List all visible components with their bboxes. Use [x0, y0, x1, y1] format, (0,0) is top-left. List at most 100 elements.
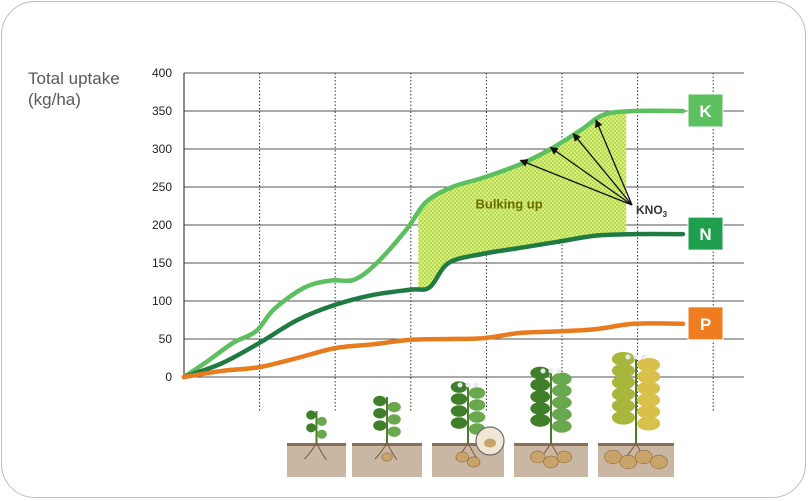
y-tick-label: 350	[152, 104, 172, 118]
badge-K	[687, 93, 724, 128]
leaf	[530, 402, 551, 415]
tuber	[604, 449, 622, 465]
soil-surface	[287, 443, 346, 446]
badge-N	[687, 216, 724, 251]
series-line-K	[181, 108, 686, 380]
y-axis-label-line-2: (kg/ha)	[28, 90, 81, 109]
y-tick-label: 200	[152, 218, 172, 232]
y-tick-label: 0	[165, 370, 172, 384]
bulking-up-fill	[418, 111, 627, 289]
leaf	[316, 429, 327, 439]
flower	[548, 368, 554, 374]
leaf	[306, 423, 317, 433]
leaf	[306, 410, 317, 420]
leaf	[373, 395, 387, 407]
growth-stage-illustrations	[287, 352, 674, 477]
soil	[287, 443, 346, 477]
soil-surface	[432, 443, 504, 446]
leaf	[468, 411, 486, 423]
kno3-arrow-2	[549, 146, 633, 206]
kno3-annotation: KNO3	[519, 119, 668, 219]
soil-surface	[352, 443, 422, 446]
leaf	[450, 393, 468, 405]
leaf	[316, 416, 327, 426]
magnifier-illustration	[475, 426, 505, 456]
y-tick-label: 300	[152, 142, 172, 156]
soil-surface	[598, 443, 674, 446]
flower	[641, 354, 647, 360]
leaf	[530, 366, 551, 380]
soil-surface	[514, 443, 588, 446]
badge-P	[687, 306, 724, 341]
leaf	[637, 381, 661, 396]
stage-illustration-3	[352, 395, 422, 477]
y-tick-label: 400	[152, 66, 172, 80]
leaf	[551, 372, 572, 386]
leaf	[551, 384, 572, 398]
leaf	[551, 396, 572, 409]
y-axis-label: Total uptake (kg/ha)	[28, 68, 120, 110]
series-badges: K N P	[687, 93, 724, 341]
badge-label-K: K	[699, 102, 712, 121]
leaf	[611, 363, 635, 378]
leaf	[450, 405, 468, 417]
leaf	[468, 387, 486, 399]
leaf	[387, 401, 401, 413]
y-tick-label: 50	[159, 332, 173, 346]
tuber	[381, 452, 393, 462]
tuber	[650, 454, 668, 470]
roots	[304, 442, 327, 461]
roots	[374, 442, 398, 461]
flower	[473, 382, 479, 388]
leaf	[387, 426, 401, 437]
leaf	[551, 408, 572, 421]
kno3-arrow-1	[519, 159, 633, 206]
series-lines	[181, 108, 686, 380]
flower	[625, 354, 631, 360]
tuber	[543, 455, 559, 469]
stage-illustration-5	[514, 366, 588, 477]
y-axis: 0 50 100 150 200 250 300 350 400	[152, 66, 172, 384]
tuber	[619, 454, 638, 470]
magnified-tuber	[484, 438, 496, 448]
badge-label-N: N	[699, 225, 711, 244]
leaf	[637, 404, 661, 419]
stage-illustration-2	[287, 410, 346, 477]
stage-illustration-6	[598, 352, 674, 477]
tuber	[556, 450, 573, 464]
leaf	[611, 375, 635, 390]
leaf	[530, 390, 551, 404]
flower	[556, 368, 562, 374]
leaf	[530, 378, 551, 392]
grid	[183, 72, 744, 412]
series-line-N	[181, 231, 686, 380]
bulking-up-region: Bulking up	[418, 111, 627, 289]
leaf	[530, 413, 551, 427]
tuber	[529, 450, 546, 464]
leaf	[450, 417, 468, 429]
leaf	[373, 420, 387, 431]
leaf	[637, 416, 661, 431]
leaf	[611, 398, 635, 413]
leaf	[551, 419, 572, 433]
tuber	[634, 449, 653, 465]
y-tick-label: 250	[152, 180, 172, 194]
kno3-arrow-4	[595, 119, 633, 206]
y-tick-label: 150	[152, 256, 172, 270]
flower	[465, 382, 471, 388]
stage-illustration-4	[432, 381, 504, 477]
leaf	[637, 369, 661, 384]
leaf	[373, 408, 387, 419]
series-line-P	[181, 321, 686, 380]
leaf	[611, 387, 635, 402]
flower	[540, 368, 546, 374]
bulking-up-label: Bulking up	[475, 196, 542, 211]
flower	[633, 354, 639, 360]
tuber	[455, 451, 469, 463]
leaf	[387, 414, 401, 425]
kno3-label: KNO3	[636, 203, 668, 219]
leaf	[637, 357, 661, 372]
leaf	[468, 399, 486, 411]
leaf	[611, 410, 635, 425]
